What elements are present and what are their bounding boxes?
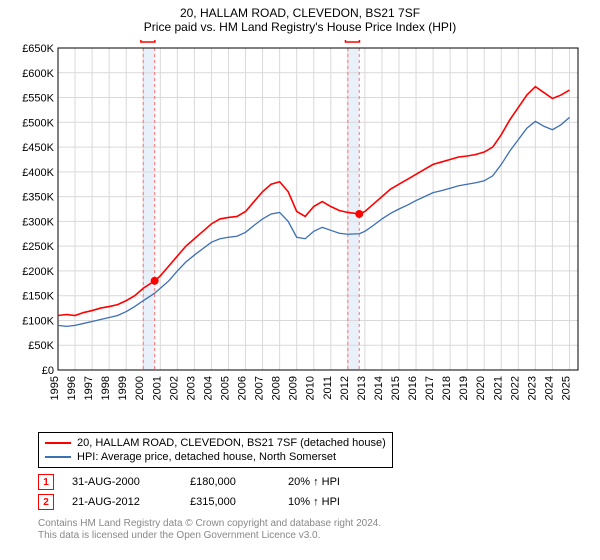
svg-text:2014: 2014 (373, 376, 385, 400)
tx-idx-2: 2 (43, 497, 49, 508)
svg-text:2: 2 (350, 40, 356, 42)
transaction-table: 1 31-AUG-2000 £180,000 20% ↑ HPI 2 21-AU… (38, 472, 388, 512)
svg-text:2022: 2022 (509, 376, 521, 400)
svg-text:1999: 1999 (117, 376, 129, 400)
footer-line-1: Contains HM Land Registry data © Crown c… (38, 518, 381, 530)
svg-text:1996: 1996 (66, 376, 78, 400)
svg-text:£500K: £500K (22, 117, 54, 129)
svg-text:1998: 1998 (100, 376, 112, 400)
tx-date-1: 31-AUG-2000 (72, 476, 172, 488)
svg-text:1: 1 (145, 40, 151, 42)
svg-text:2002: 2002 (168, 376, 180, 400)
svg-text:£600K: £600K (22, 68, 54, 80)
legend-swatch-2 (45, 456, 71, 458)
svg-text:£100K: £100K (22, 315, 54, 327)
svg-text:1997: 1997 (83, 376, 95, 400)
legend: 20, HALLAM ROAD, CLEVEDON, BS21 7SF (det… (38, 432, 393, 468)
svg-text:2008: 2008 (271, 376, 283, 400)
tx-badge-2: 2 (38, 494, 54, 510)
svg-text:2018: 2018 (441, 376, 453, 400)
svg-text:£300K: £300K (22, 216, 54, 228)
svg-text:2001: 2001 (151, 376, 163, 400)
svg-text:2006: 2006 (237, 376, 249, 400)
svg-text:£450K: £450K (22, 142, 54, 154)
chart-area: £0 £50K £100K £150K £200K £250K £300K £350K £400… (10, 40, 590, 430)
svg-text:2016: 2016 (407, 376, 419, 400)
footer-line-2: This data is licensed under the Open Gov… (38, 530, 381, 542)
svg-text:2025: 2025 (560, 376, 572, 400)
svg-text:2024: 2024 (543, 376, 555, 400)
tx-hpi-1: 20% ↑ HPI (288, 476, 388, 488)
transaction-row-2: 2 21-AUG-2012 £315,000 10% ↑ HPI (38, 492, 388, 512)
svg-text:2019: 2019 (458, 376, 470, 400)
svg-text:2000: 2000 (134, 376, 146, 400)
tx-hpi-2: 10% ↑ HPI (288, 496, 388, 508)
svg-text:2010: 2010 (305, 376, 317, 400)
svg-text:2011: 2011 (322, 376, 334, 400)
svg-text:2012: 2012 (339, 376, 351, 400)
svg-text:1995: 1995 (49, 376, 61, 400)
svg-text:2013: 2013 (356, 376, 368, 400)
tx-price-1: £180,000 (190, 476, 270, 488)
svg-text:2023: 2023 (526, 376, 538, 400)
legend-row-1: 20, HALLAM ROAD, CLEVEDON, BS21 7SF (det… (45, 436, 386, 450)
svg-text:£650K: £650K (22, 43, 54, 55)
svg-text:£150K: £150K (22, 291, 54, 303)
svg-text:2017: 2017 (424, 376, 436, 400)
svg-text:£250K: £250K (22, 241, 54, 253)
legend-label-1: 20, HALLAM ROAD, CLEVEDON, BS21 7SF (det… (77, 436, 386, 450)
svg-text:£50K: £50K (28, 340, 54, 352)
tx-badge-1: 1 (38, 474, 54, 490)
svg-text:2007: 2007 (254, 376, 266, 400)
svg-text:2015: 2015 (390, 376, 402, 400)
tx-date-2: 21-AUG-2012 (72, 496, 172, 508)
chart-container: 20, HALLAM ROAD, CLEVEDON, BS21 7SF Pric… (0, 0, 600, 560)
chart-svg: £0 £50K £100K £150K £200K £250K £300K £350K £400… (10, 40, 590, 430)
svg-text:2003: 2003 (185, 376, 197, 400)
title-line-2: Price paid vs. HM Land Registry's House … (0, 20, 600, 34)
svg-text:2020: 2020 (475, 376, 487, 400)
footer-note: Contains HM Land Registry data © Crown c… (38, 518, 381, 542)
transaction-row-1: 1 31-AUG-2000 £180,000 20% ↑ HPI (38, 472, 388, 492)
svg-text:2021: 2021 (492, 376, 504, 400)
legend-row-2: HPI: Average price, detached house, Nort… (45, 450, 386, 464)
tx-idx-1: 1 (43, 477, 49, 488)
tx-price-2: £315,000 (190, 496, 270, 508)
svg-text:£350K: £350K (22, 192, 54, 204)
title-area: 20, HALLAM ROAD, CLEVEDON, BS21 7SF Pric… (0, 0, 600, 34)
svg-text:2005: 2005 (219, 376, 231, 400)
svg-text:£0: £0 (42, 365, 54, 377)
title-line-1: 20, HALLAM ROAD, CLEVEDON, BS21 7SF (0, 6, 600, 20)
legend-swatch-1 (45, 442, 71, 444)
svg-text:2004: 2004 (202, 376, 214, 400)
svg-text:£550K: £550K (22, 93, 54, 105)
svg-text:£200K: £200K (22, 266, 54, 278)
svg-text:2009: 2009 (288, 376, 300, 400)
legend-label-2: HPI: Average price, detached house, Nort… (77, 450, 336, 464)
svg-text:£400K: £400K (22, 167, 54, 179)
